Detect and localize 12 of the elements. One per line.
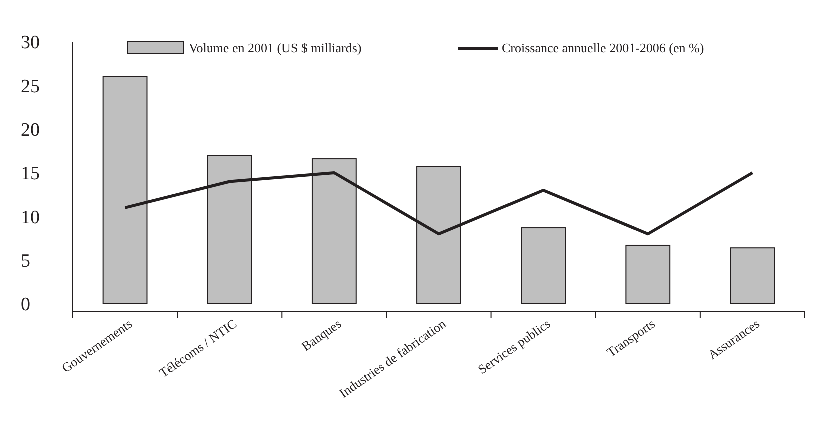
y-tick-label: 20 — [21, 120, 40, 141]
y-tick-label: 30 — [21, 32, 40, 54]
y-tick-label: 10 — [21, 207, 40, 228]
legend-label: Croissance annuelle 2001-2006 (en %) — [502, 40, 704, 56]
legend-label: Volume en 2001 (US $ milliards) — [189, 40, 362, 56]
y-tick-label: 0 — [21, 294, 30, 316]
bar — [730, 248, 776, 304]
bar — [626, 244, 671, 304]
bar — [521, 228, 566, 304]
y-tick-label: 5 — [21, 250, 30, 272]
y-tick-label: 15 — [21, 164, 40, 185]
y-tick-label: 25 — [21, 76, 40, 98]
